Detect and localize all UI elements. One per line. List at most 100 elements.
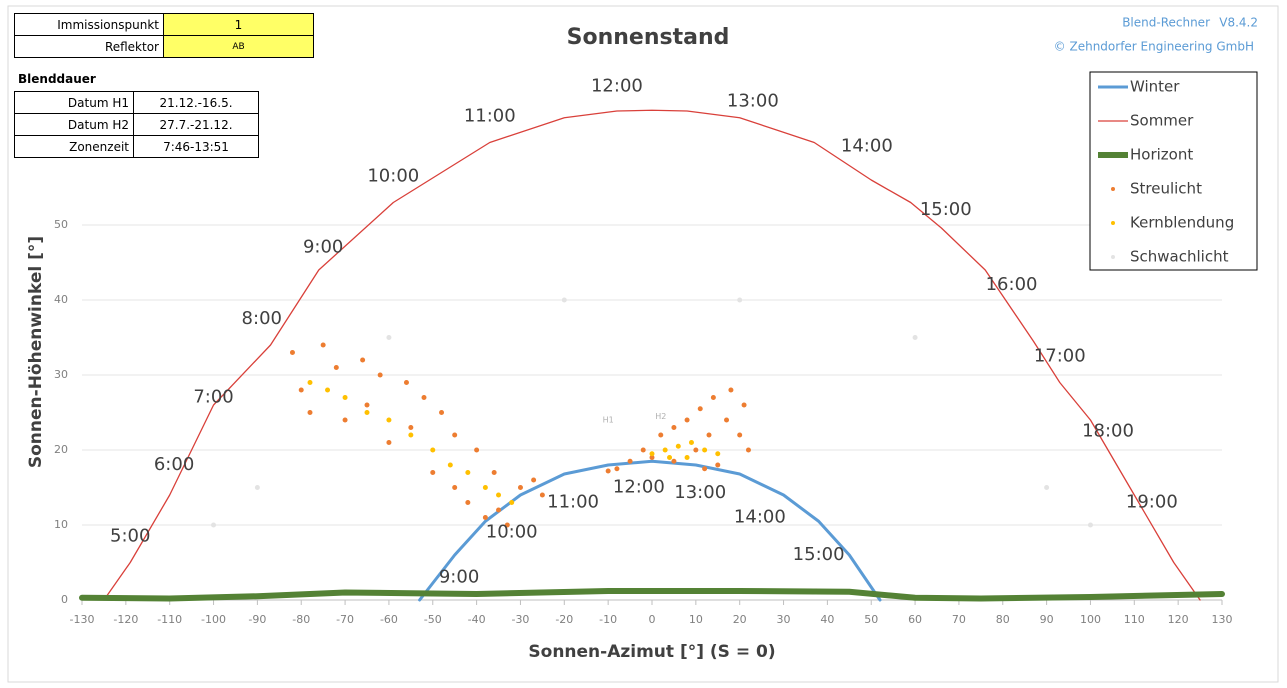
scatter-point xyxy=(737,297,743,303)
chart-title: Sonnenstand xyxy=(567,25,730,50)
scatter-point xyxy=(211,522,217,528)
info-table: Immissionspunkt 1 Reflektor AB xyxy=(14,13,314,58)
scatter-point xyxy=(728,387,734,393)
scatter-point xyxy=(1044,485,1050,490)
scatter-point xyxy=(408,432,414,438)
y-tick-label: 30 xyxy=(54,368,68,381)
hour-label: 15:00 xyxy=(793,544,845,565)
scatter-point xyxy=(496,507,502,513)
scatter-point xyxy=(298,387,304,393)
cell: Zonenzeit xyxy=(14,135,134,158)
hour-label: 13:00 xyxy=(727,90,779,111)
legend-label: Horizont xyxy=(1130,146,1193,164)
x-tick-label: -40 xyxy=(468,613,486,626)
hour-label: 9:00 xyxy=(303,237,343,258)
scatter-point xyxy=(452,485,458,490)
scatter-point xyxy=(491,470,497,475)
scatter-point xyxy=(702,447,708,453)
hour-label: 9:00 xyxy=(439,567,479,588)
legend-label: Schwachlicht xyxy=(1130,248,1229,266)
scatter-point xyxy=(364,402,370,408)
legend-label: Winter xyxy=(1130,78,1180,96)
hour-label: 14:00 xyxy=(841,135,893,156)
x-tick-label: 90 xyxy=(1040,613,1054,626)
x-tick-label: -120 xyxy=(113,613,138,626)
series-line xyxy=(79,588,1225,602)
scatter-point xyxy=(539,492,545,498)
scatter-point xyxy=(325,387,331,393)
x-tick-label: 130 xyxy=(1212,613,1233,626)
scatter-point xyxy=(482,485,488,490)
hour-label: 13:00 xyxy=(674,482,726,503)
scatter-point xyxy=(509,500,515,505)
cell: Immissionspunkt xyxy=(14,13,164,36)
cell: 1 xyxy=(163,13,314,36)
hour-label: 15:00 xyxy=(920,199,972,220)
legend-swatch xyxy=(1111,187,1115,191)
x-tick-label: 110 xyxy=(1124,613,1145,626)
legend-label: Kernblendung xyxy=(1130,214,1234,232)
legend-box xyxy=(1089,71,1258,271)
copyright: © Zehndorfer Engineering GmbH xyxy=(1054,40,1254,54)
scatter-point xyxy=(364,410,370,415)
x-tick-label: 30 xyxy=(777,613,791,626)
scatter-point xyxy=(482,515,488,520)
cell: 27.7.-21.12. xyxy=(133,113,259,136)
hour-label: 8:00 xyxy=(242,308,282,329)
x-tick-label: -100 xyxy=(201,613,226,626)
scatter-point xyxy=(671,458,677,464)
y-tick-label: 10 xyxy=(54,518,68,531)
scatter-point xyxy=(452,432,458,438)
scatter-point xyxy=(254,485,260,490)
scatter-point xyxy=(386,335,392,340)
hour-label: 7:00 xyxy=(193,387,233,408)
scatter-point xyxy=(386,440,392,445)
scatter-point xyxy=(640,447,646,453)
scatter-point xyxy=(447,462,453,468)
scatter-point xyxy=(605,468,611,474)
series-line xyxy=(103,109,1201,601)
x-tick-label: -20 xyxy=(555,613,573,626)
scatter-point xyxy=(289,350,295,355)
scatter-point xyxy=(504,522,510,528)
cell: Datum H2 xyxy=(14,113,134,136)
hour-label: 10:00 xyxy=(367,165,419,186)
hour-label: 16:00 xyxy=(986,274,1038,295)
scatter-point xyxy=(421,395,427,400)
y-tick-label: 20 xyxy=(54,443,68,456)
scatter-point xyxy=(430,470,436,475)
x-tick-label: -30 xyxy=(511,613,529,626)
scatter-point xyxy=(342,395,348,400)
x-tick-label: 40 xyxy=(820,613,834,626)
x-axis-label: Sonnen-Azimut [°] (S = 0) xyxy=(528,642,775,662)
scatter-point xyxy=(627,458,633,464)
scatter-point xyxy=(430,447,436,453)
scatter-point xyxy=(496,492,502,498)
software: Blend-Rechner xyxy=(1122,16,1210,30)
scatter-point xyxy=(320,342,326,348)
scatter-point xyxy=(377,372,383,378)
x-tick-label: -130 xyxy=(70,613,95,626)
hour-label: 12:00 xyxy=(613,477,665,498)
x-tick-label: 0 xyxy=(649,613,656,626)
scatter-point xyxy=(702,466,708,472)
hour-label: 11:00 xyxy=(547,492,599,513)
x-tick-label: -70 xyxy=(336,613,354,626)
cell: AB xyxy=(163,35,314,58)
legend-label: Streulicht xyxy=(1130,180,1202,198)
scatter-point xyxy=(649,451,655,457)
scatter-point xyxy=(671,425,677,430)
scatter-point xyxy=(403,380,409,385)
scatter-point xyxy=(715,462,721,468)
x-tick-label: 120 xyxy=(1168,613,1189,626)
scatter-point xyxy=(715,451,721,457)
x-tick-label: -10 xyxy=(599,613,617,626)
y-tick-label: 0 xyxy=(61,593,68,606)
x-tick-label: 50 xyxy=(864,613,878,626)
cell: Datum H1 xyxy=(14,91,134,114)
y-tick-label: 50 xyxy=(54,218,68,231)
hour-label: 5:00 xyxy=(110,525,150,546)
scatter-point xyxy=(517,485,523,490)
series-line xyxy=(418,459,882,602)
